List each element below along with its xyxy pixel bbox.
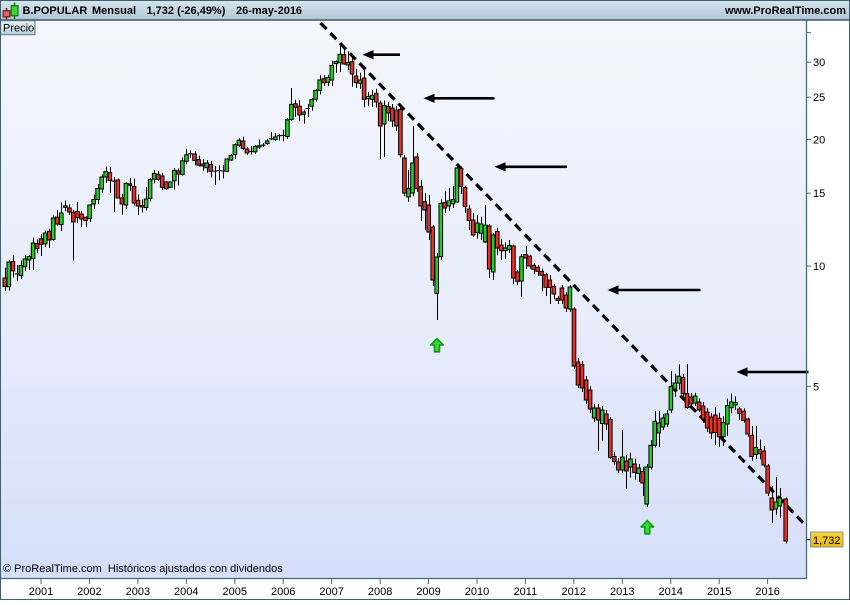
svg-text:2002: 2002 <box>77 586 101 598</box>
svg-text:1,732: 1,732 <box>813 535 841 547</box>
svg-text:5: 5 <box>813 381 819 393</box>
svg-text:2007: 2007 <box>319 586 343 598</box>
svg-text:Mensual: Mensual <box>92 5 136 17</box>
svg-text:2003: 2003 <box>126 586 150 598</box>
svg-text:2014: 2014 <box>658 586 682 598</box>
svg-text:2008: 2008 <box>368 586 392 598</box>
svg-text:www.ProRealTime.com: www.ProRealTime.com <box>724 5 846 17</box>
svg-text:2012: 2012 <box>562 586 586 598</box>
svg-text:B.POPULAR: B.POPULAR <box>23 5 88 17</box>
svg-text:15: 15 <box>813 188 825 200</box>
svg-text:Precio: Precio <box>3 23 34 35</box>
svg-text:© ProRealTime.com Históricos: © ProRealTime.com Históricos ajustados c… <box>3 563 283 575</box>
svg-text:26-may-2016: 26-may-2016 <box>236 5 302 17</box>
svg-text:30: 30 <box>813 57 825 69</box>
svg-text:2004: 2004 <box>174 586 198 598</box>
svg-text:1,732 (-26,49%): 1,732 (-26,49%) <box>147 5 226 17</box>
svg-text:2011: 2011 <box>514 586 538 598</box>
svg-text:2013: 2013 <box>610 586 634 598</box>
svg-text:2005: 2005 <box>223 586 247 598</box>
svg-text:2016: 2016 <box>755 586 779 598</box>
svg-text:2006: 2006 <box>271 586 295 598</box>
svg-text:2015: 2015 <box>707 586 731 598</box>
svg-text:20: 20 <box>813 134 825 146</box>
svg-text:2010: 2010 <box>465 586 489 598</box>
svg-text:25: 25 <box>813 92 825 104</box>
svg-text:2001: 2001 <box>29 586 53 598</box>
svg-text:2009: 2009 <box>416 586 440 598</box>
svg-text:10: 10 <box>813 261 825 273</box>
